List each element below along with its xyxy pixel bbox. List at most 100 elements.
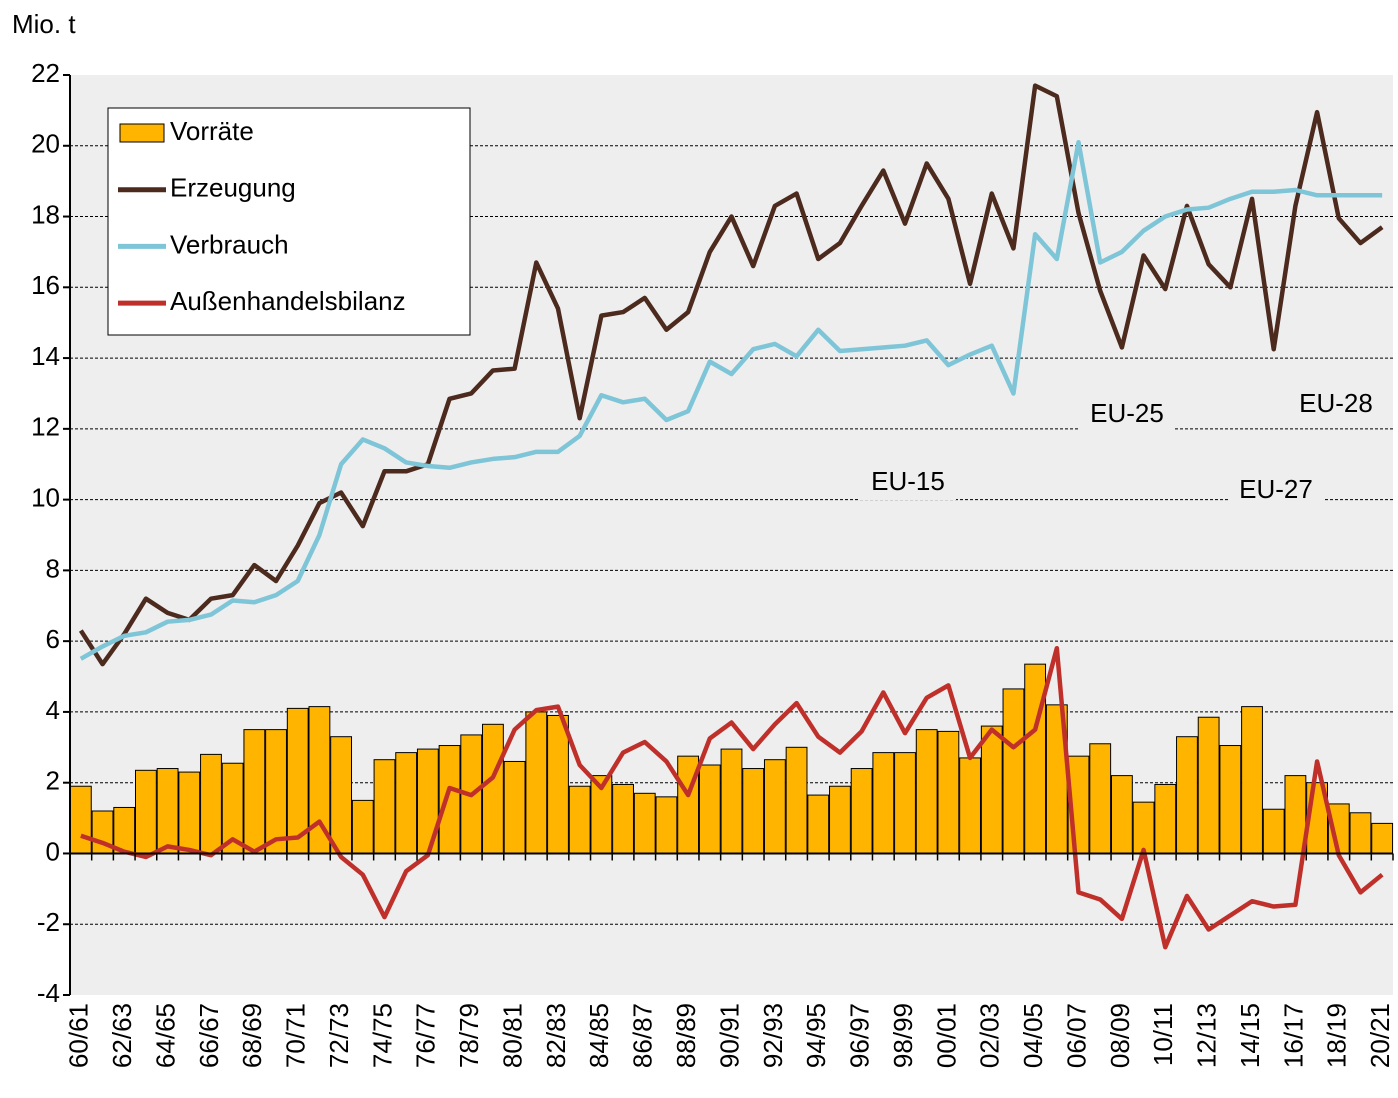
x-tick-label: 02/03 [975,1003,1005,1068]
x-tick-label: 96/97 [845,1003,875,1068]
annotation-bg [860,466,956,500]
x-tick-label: 90/91 [714,1003,744,1068]
x-tick-label: 06/07 [1061,1003,1091,1068]
bar [438,745,461,854]
bar [1002,688,1025,854]
y-tick-label: 10 [31,482,60,512]
x-tick-label: 70/71 [281,1003,311,1068]
x-tick-label: 12/13 [1192,1003,1222,1068]
y-tick-label: 0 [46,836,60,866]
x-tick-label: 80/81 [497,1003,527,1068]
y-tick-label: 14 [31,341,60,371]
x-tick-label: 88/89 [671,1003,701,1068]
annotation-bg [1228,474,1324,508]
legend: Vorräte Erzeugung Verbrauch Außenhandelsbil… [107,107,471,336]
bar [482,723,504,854]
y-tick-label: 20 [31,129,60,159]
bar [807,794,830,854]
bar [763,759,786,854]
legend-label: Erzeugung [170,173,296,203]
bar [69,785,92,854]
x-tick-label: 74/75 [367,1003,397,1068]
x-tick-label: 60/61 [64,1003,94,1068]
annotation: EU-15 [871,466,945,496]
bar [351,799,374,854]
bar [1241,706,1263,854]
x-tick-label: 78/79 [454,1003,484,1068]
x-tick-label: 10/11 [1148,1003,1178,1066]
y-tick-label: -4 [37,978,60,1008]
bar [178,771,201,854]
bar [720,748,743,854]
bar [200,753,222,854]
x-tick-label: 68/69 [237,1003,267,1068]
bar [547,714,569,854]
bar [243,729,266,854]
x-tick-label: 00/01 [931,1003,961,1068]
legend-box [107,107,471,336]
annotation-bg [1288,388,1384,422]
x-tick-label: 76/77 [411,1003,441,1068]
bar [959,757,981,854]
bar [265,729,287,854]
bar [894,752,916,854]
y-tick-label: 2 [46,766,60,796]
annotation: EU-28 [1299,388,1373,418]
legend-label: Vorräte [170,116,254,146]
bar [134,769,157,854]
x-tick-label: 92/93 [758,1003,788,1068]
bar [655,796,678,854]
y-axis-unit: Mio. t [12,9,76,39]
x-tick-label: 18/19 [1322,1003,1352,1068]
line [78,83,1384,667]
y-tick-label: 16 [31,270,60,300]
bar [1262,808,1285,854]
x-tick-label: 16/17 [1278,1003,1308,1068]
y-tick-label: 12 [31,412,60,442]
bar [1371,822,1394,854]
y-tick-label: 4 [46,695,60,725]
bar [1089,743,1112,854]
x-tick-label: 64/65 [150,1003,180,1068]
x-tick-label: 66/67 [194,1003,224,1068]
bar [1132,801,1155,854]
bar [1197,716,1220,854]
bar [633,792,656,854]
bar [1219,745,1242,854]
x-tick-label: 08/09 [1105,1003,1135,1068]
bar [503,760,526,854]
annotation: EU-25 [1090,398,1164,428]
line [79,139,1383,661]
annotation-bg [1079,398,1175,432]
y-tick-label: 18 [31,199,60,229]
bar [156,768,179,854]
x-tick-label: 62/63 [107,1003,137,1068]
x-tick-label: 82/83 [541,1003,571,1068]
bar [915,729,938,854]
legend-label: Verbrauch [170,229,289,259]
x-tick-label: 86/87 [628,1003,658,1068]
x-tick-label: 94/95 [801,1003,831,1068]
bar [1349,812,1372,854]
y-tick-label: 22 [31,58,60,88]
bar [872,752,895,854]
y-tick-label: 6 [46,624,60,654]
line [80,645,1384,950]
legend-swatch [119,123,165,143]
x-tick-label: 14/15 [1235,1003,1265,1068]
bar [1110,775,1133,854]
legend-label: Außenhandelsbilanz [170,286,406,316]
x-tick-label: 98/99 [888,1003,918,1068]
bar [850,768,873,854]
y-tick-label: 8 [46,553,60,583]
bar [1176,736,1198,854]
bar [373,759,396,854]
x-tick-label: 04/05 [1018,1003,1048,1068]
y-tick-label: -2 [37,907,60,937]
bar [742,768,765,854]
bar [612,783,634,854]
x-tick-label: 20/21 [1365,1003,1395,1068]
bar [937,730,960,854]
bar [330,736,353,854]
